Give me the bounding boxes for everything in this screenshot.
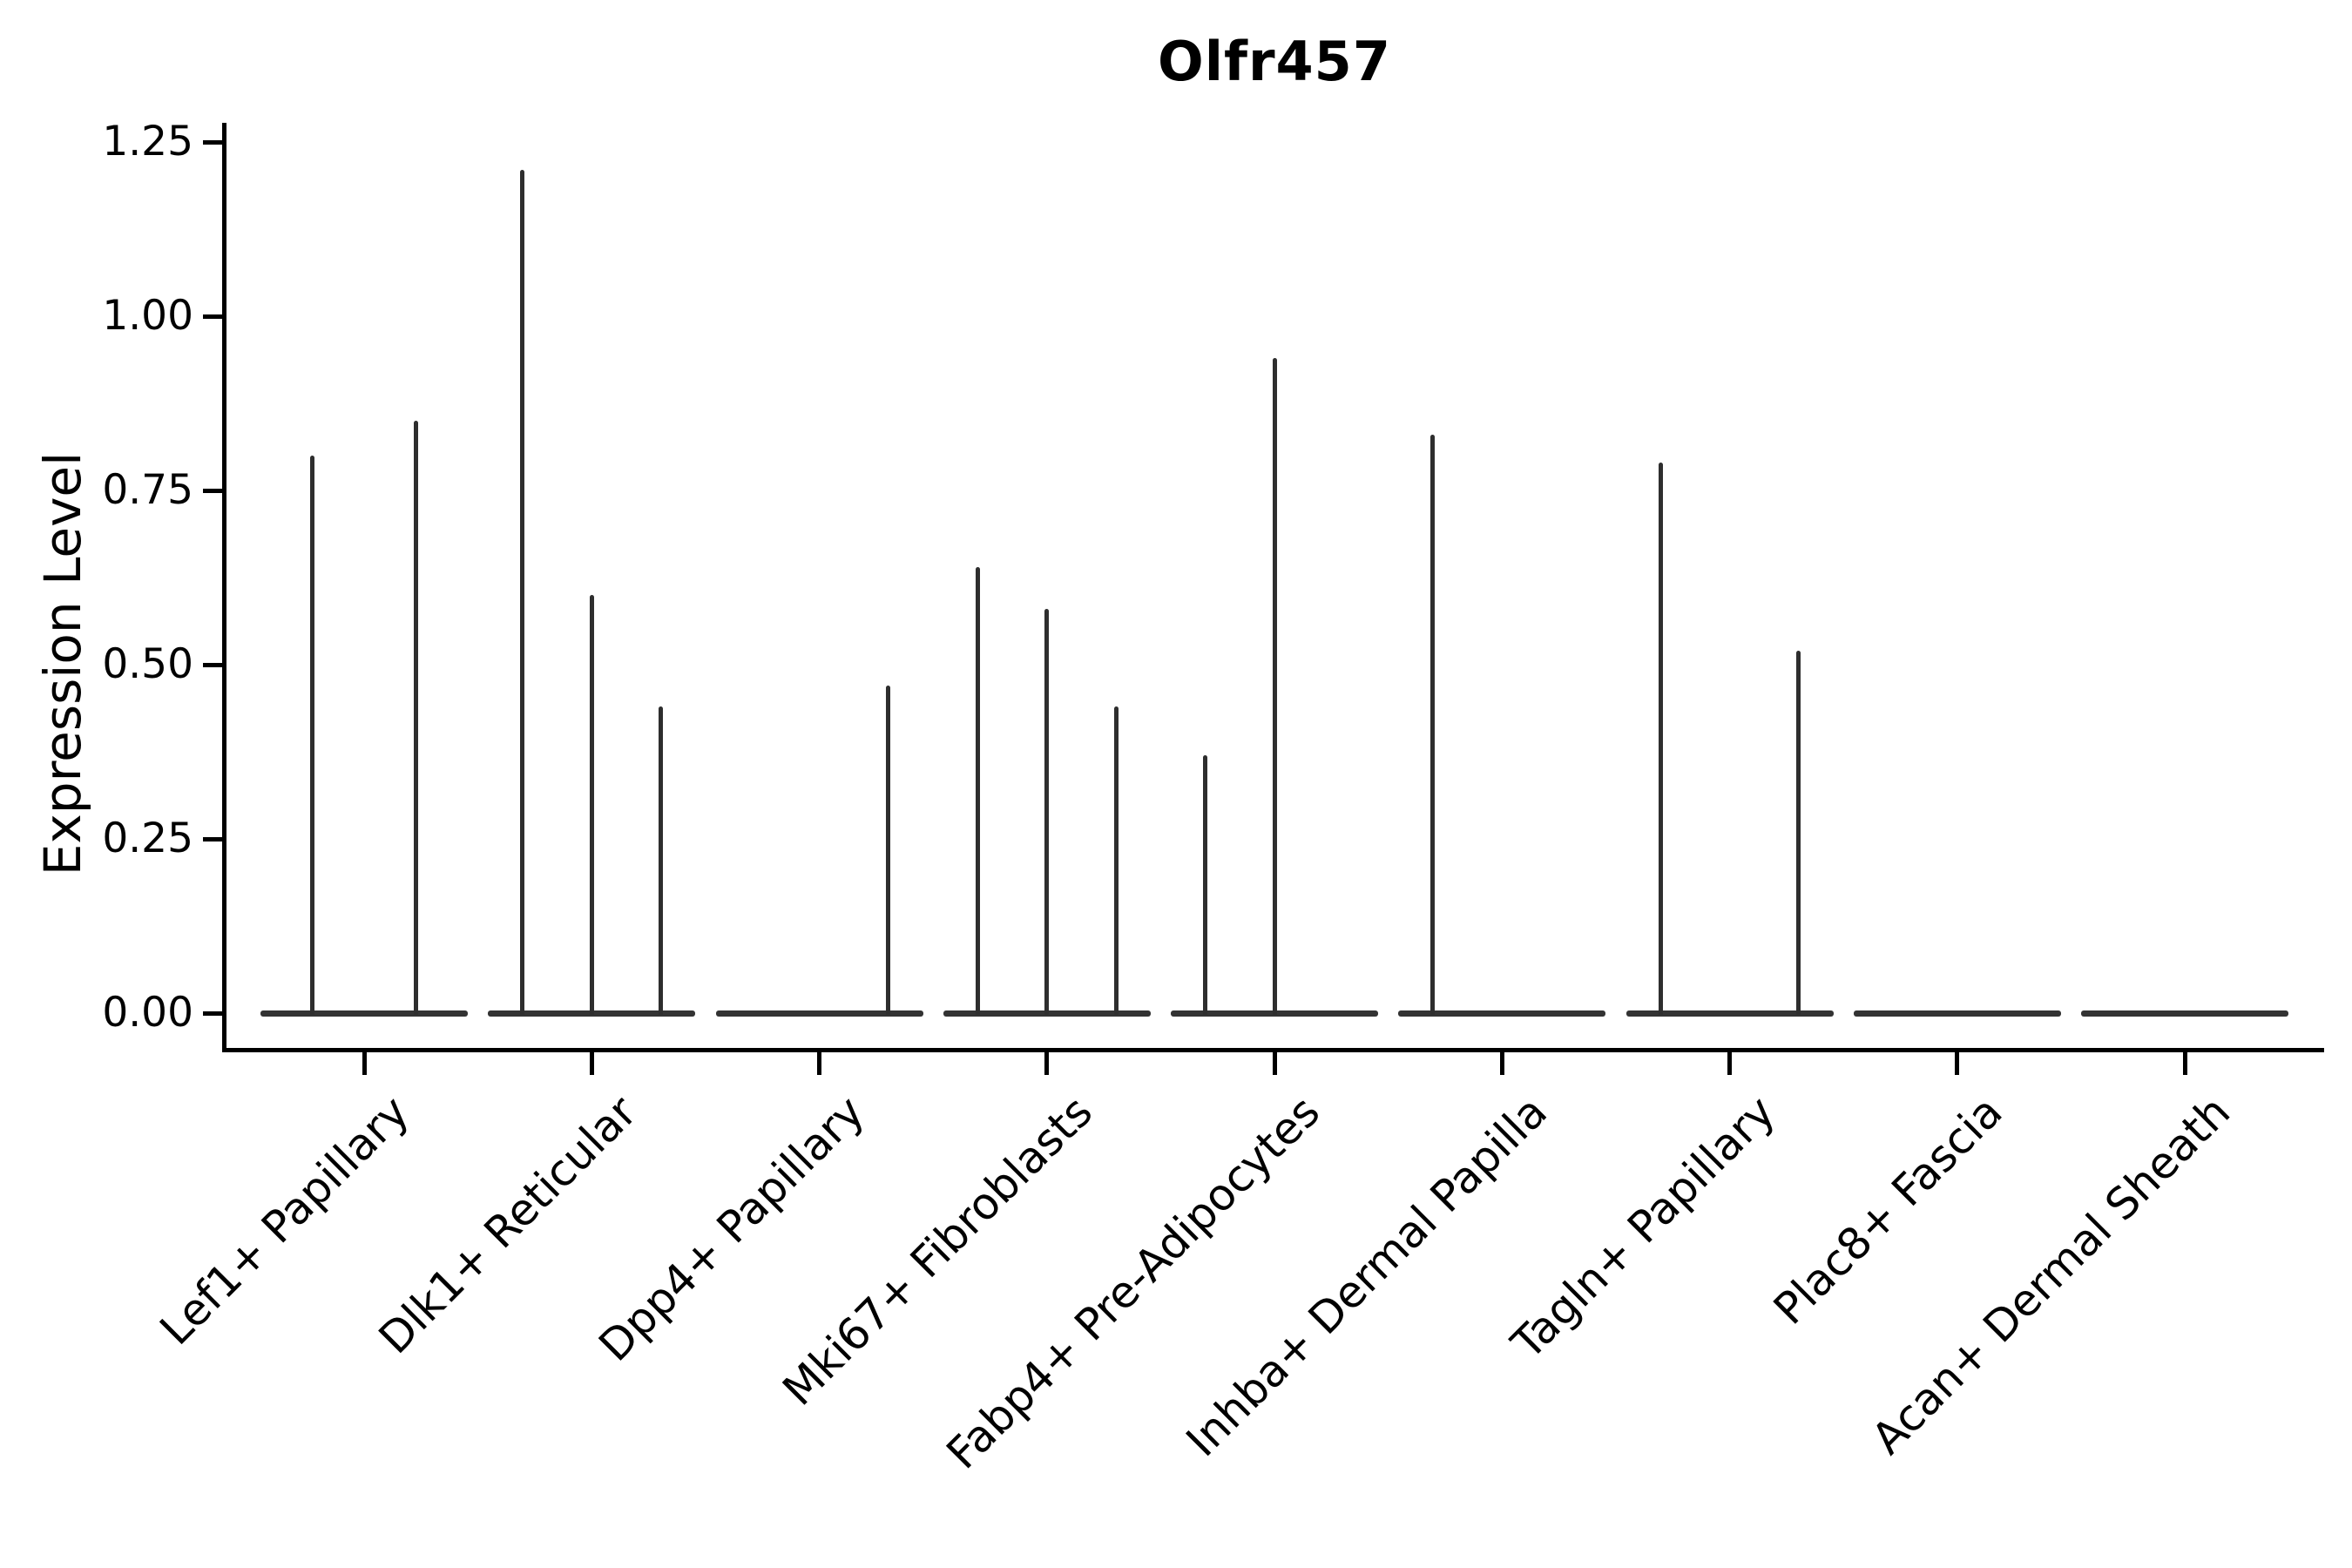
y-tick-mark	[203, 314, 222, 319]
x-tick-label: Inhba+ Dermal Papilla	[1176, 1086, 1558, 1467]
y-tick-label: 0.00	[102, 989, 193, 1037]
x-tick-label: Plac8+ Fascia	[1764, 1086, 2012, 1335]
x-tick-mark	[1044, 1052, 1050, 1075]
x-axis-spine	[222, 1048, 2324, 1052]
chart-title: Olfr457	[1158, 30, 1391, 93]
y-tick-label: 1.25	[102, 118, 193, 166]
x-tick-mark	[1272, 1052, 1277, 1075]
y-tick-label: 1.00	[102, 292, 193, 340]
violin-spike	[1113, 706, 1119, 1015]
violin-spike	[1272, 358, 1277, 1015]
y-axis-spine	[222, 123, 226, 1052]
violin-baseline	[1625, 1010, 1834, 1017]
x-tick-label: Fabp4+ Pre-Adipocytes	[936, 1086, 1330, 1479]
x-tick-mark	[1499, 1052, 1504, 1075]
y-tick-mark	[203, 139, 222, 145]
violin-spike	[414, 421, 418, 1015]
violin-spike	[1430, 435, 1436, 1015]
x-tick-label: Lef1+ Papillary	[150, 1086, 420, 1355]
y-tick-label: 0.25	[102, 814, 193, 862]
y-tick-mark	[203, 1010, 222, 1016]
y-tick-label: 0.75	[102, 466, 193, 514]
x-tick-mark	[2182, 1052, 2187, 1075]
violin-spike	[975, 567, 980, 1015]
violin-baseline	[260, 1010, 468, 1017]
violin-spike	[310, 456, 314, 1015]
y-tick-mark	[203, 836, 222, 841]
violin-spike	[659, 706, 664, 1015]
violin-spike	[589, 595, 594, 1015]
violin-spike	[1203, 755, 1208, 1015]
violin-spike	[1796, 651, 1801, 1015]
violin-spike	[886, 686, 891, 1015]
violin-spike	[1658, 463, 1663, 1015]
violin-baseline	[2081, 1010, 2288, 1017]
x-tick-mark	[1727, 1052, 1732, 1075]
x-tick-mark	[589, 1052, 594, 1075]
y-tick-label: 0.50	[102, 640, 193, 688]
x-tick-mark	[362, 1052, 367, 1075]
violin-spike	[1044, 609, 1050, 1015]
y-tick-mark	[203, 662, 222, 667]
x-tick-mark	[817, 1052, 821, 1075]
violin-baseline	[715, 1010, 923, 1017]
violin-baseline	[1853, 1010, 2061, 1017]
y-tick-mark	[203, 488, 222, 493]
violin-spike	[520, 170, 525, 1015]
violin-baseline	[1398, 1010, 1606, 1017]
x-tick-mark	[1955, 1052, 1960, 1075]
